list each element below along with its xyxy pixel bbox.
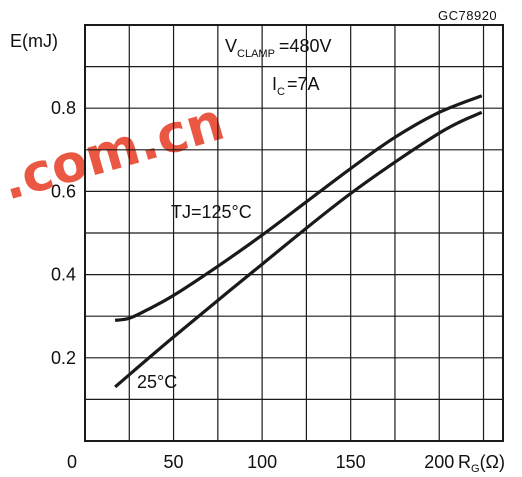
x-tick-label-2: 100 — [247, 452, 277, 472]
y-tick-label-0: 0.2 — [51, 348, 76, 368]
x-tick-label-4: 200 — [424, 452, 454, 472]
ic-label: IC =7A — [272, 74, 320, 98]
vclamp-subscript: CLAMP — [237, 48, 275, 60]
ic-subscript: C — [277, 86, 285, 98]
y-tick-label-3: 0.8 — [51, 98, 76, 118]
y-tick-label-2: 0.6 — [51, 181, 76, 201]
x-axis-label-main: R — [458, 452, 471, 472]
x-tick-label-1: 50 — [164, 452, 184, 472]
x-axis-label-sub: G — [471, 463, 480, 475]
x-tick-label-3: 150 — [336, 452, 366, 472]
x-tick-labels: 0 50 100 150 200 — [67, 452, 454, 472]
vclamp-label: VCLAMP =480V — [225, 36, 331, 60]
y-axis-label: E(mJ) — [10, 31, 58, 51]
x-axis-label-unit: (Ω) — [480, 452, 505, 472]
y-tick-label-1: 0.4 — [51, 265, 76, 285]
ic-value: =7A — [287, 74, 320, 94]
vclamp-symbol: V — [225, 36, 237, 56]
x-axis-label: RG(Ω) — [458, 452, 505, 475]
watermark-text: .com.cn — [0, 92, 231, 213]
x-tick-label-0: 0 — [67, 452, 77, 472]
figure-code: GC78920 — [438, 8, 497, 23]
watermark: .com.cn — [0, 92, 231, 213]
series-label-tj125: TJ=125°C — [171, 202, 252, 222]
vclamp-value: =480V — [279, 36, 332, 56]
series-label-25c: 25°C — [137, 372, 177, 392]
